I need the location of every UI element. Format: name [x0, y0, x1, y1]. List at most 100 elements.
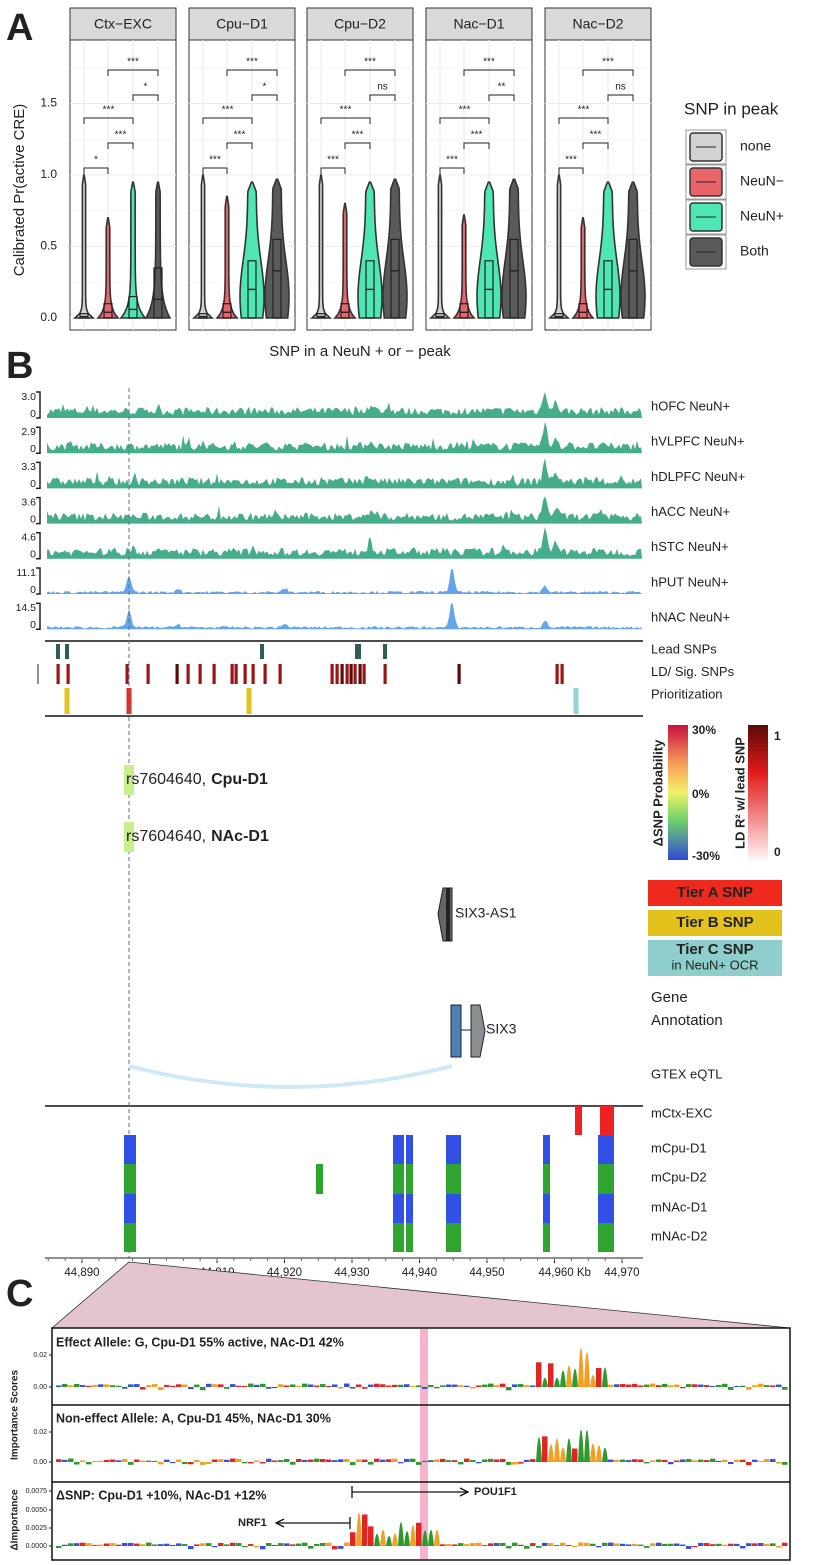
logo-letter	[560, 1370, 566, 1387]
ld-snp	[555, 664, 559, 684]
logo-letter	[260, 1462, 266, 1464]
logo-letter	[272, 1544, 278, 1546]
logo-letter	[140, 1544, 146, 1546]
logo-letter	[272, 1387, 278, 1389]
motif-label: POU1F1	[474, 1486, 517, 1498]
logo-letter	[74, 1462, 80, 1465]
eqtl-arc	[128, 1064, 453, 1089]
logo-letter	[326, 1385, 332, 1387]
model-block	[393, 1194, 404, 1223]
logo-letter	[332, 1384, 338, 1387]
logo-letter	[464, 1544, 470, 1546]
logo-letter	[656, 1459, 662, 1462]
logo-letter	[380, 1459, 386, 1462]
signal-track	[47, 569, 642, 594]
violin	[429, 174, 451, 319]
ld-snp	[457, 664, 461, 684]
logo-letter	[452, 1384, 458, 1387]
model-block	[406, 1164, 413, 1194]
logo-letter	[770, 1385, 776, 1387]
box	[272, 238, 282, 319]
significance-bracket	[83, 167, 109, 174]
logo-letter	[428, 1460, 434, 1462]
logo-letter	[98, 1384, 104, 1387]
logo-letter	[146, 1542, 152, 1546]
y-tick-label: 0.02	[33, 1429, 47, 1436]
box	[435, 313, 445, 319]
track-scale-max: 2.9	[21, 426, 36, 438]
logo-letter	[548, 1444, 554, 1462]
logo-letter	[218, 1384, 224, 1387]
box	[316, 313, 326, 319]
logo-letter	[602, 1367, 608, 1387]
facet-strip	[425, 7, 533, 41]
model-block	[446, 1194, 461, 1223]
logo-letter	[752, 1385, 758, 1387]
logo-letter	[710, 1458, 716, 1462]
logo-letter	[590, 1543, 596, 1546]
logo-letter	[632, 1383, 638, 1387]
logo-letter	[488, 1458, 494, 1462]
logo-letter	[230, 1458, 236, 1462]
prioritized-snp	[573, 688, 579, 714]
significance-bracket	[320, 167, 346, 174]
logo-letter	[98, 1460, 104, 1462]
logo-letter	[566, 1438, 572, 1462]
logo-letter	[62, 1459, 68, 1462]
track-bracket	[36, 426, 41, 454]
logo-letter	[632, 1543, 638, 1546]
logo-letter	[86, 1462, 92, 1465]
model-block	[124, 1135, 136, 1164]
significance-bracket	[463, 142, 490, 149]
facet-label: Nac−D2	[573, 16, 624, 32]
snp-cell-type: Cpu-D1	[211, 771, 268, 788]
logo-letter	[740, 1385, 746, 1387]
significance-label: ***	[483, 57, 495, 68]
logo-letter	[158, 1387, 164, 1391]
ld-snp	[175, 664, 179, 684]
significance-bracket	[558, 117, 609, 124]
logo-letter	[74, 1383, 80, 1387]
model-block	[406, 1194, 413, 1223]
annotation-row-label: Prioritization	[651, 686, 723, 701]
logo-letter	[56, 1385, 62, 1387]
logo-letter	[776, 1546, 782, 1548]
logo-letter	[350, 1387, 356, 1389]
significance-label: ***	[578, 105, 590, 116]
logo-letter	[686, 1546, 692, 1549]
logo-letter	[698, 1542, 704, 1546]
model-label: mCpu-D1	[651, 1140, 707, 1155]
logo-letter	[224, 1459, 230, 1462]
ld-snp	[243, 664, 247, 684]
x-tick-label: 44,970	[604, 1267, 639, 1279]
logo-letter	[590, 1374, 596, 1387]
y-tick-label: 0.5	[40, 239, 57, 253]
logo-letter	[206, 1543, 212, 1546]
logo-letter	[710, 1385, 716, 1387]
motif-arrow	[274, 1517, 351, 1529]
significance-label: ***	[103, 105, 115, 116]
logo-letter	[602, 1542, 608, 1546]
logo-letter	[392, 1533, 398, 1546]
significance-bracket	[439, 167, 465, 174]
logo-letter	[656, 1385, 662, 1387]
facet-label: Cpu−D2	[334, 16, 386, 32]
logo-letter	[608, 1542, 614, 1546]
logo-letter	[152, 1460, 158, 1462]
model-label: mCpu-D2	[651, 1169, 707, 1184]
logo-letter	[476, 1385, 482, 1387]
track-scale-max: 11.1	[16, 567, 36, 579]
significance-bracket	[202, 117, 253, 124]
logo-letter	[212, 1384, 218, 1387]
logo-letter	[236, 1458, 242, 1462]
violin	[119, 181, 147, 319]
logo-letter	[230, 1542, 236, 1546]
logo-letter	[344, 1383, 350, 1387]
logo-letter	[122, 1542, 128, 1546]
ld-snp	[251, 664, 255, 684]
logo-letter	[776, 1384, 782, 1387]
logo-letter	[446, 1544, 452, 1546]
logo-letter	[542, 1377, 548, 1387]
logo-letter	[536, 1546, 542, 1548]
logo-letter	[200, 1462, 206, 1465]
